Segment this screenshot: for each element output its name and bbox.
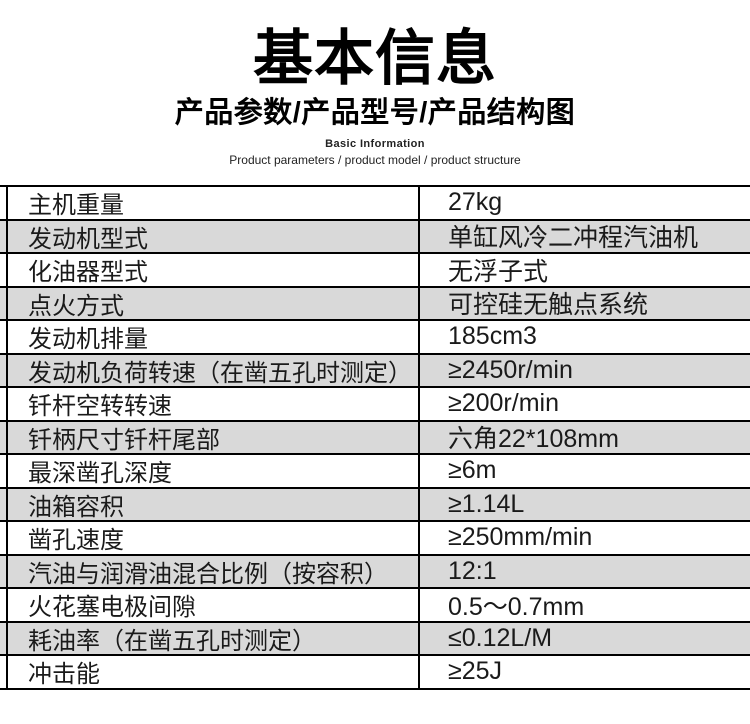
table-row: 钎柄尺寸钎杆尾部 六角22*108mm bbox=[0, 421, 750, 455]
spec-label: 火花塞电极间隙 bbox=[28, 594, 196, 622]
spec-label: 油箱容积 bbox=[28, 493, 124, 521]
spec-label: 发动机型式 bbox=[28, 225, 148, 253]
table-row: 最深凿孔深度 ≥6m bbox=[0, 455, 750, 489]
page-subtitle: 产品参数/产品型号/产品结构图 bbox=[174, 97, 576, 129]
spec-label: 钎柄尺寸钎杆尾部 bbox=[28, 426, 220, 454]
spec-value: 12:1 bbox=[418, 555, 750, 587]
table-row: 火花塞电极间隙 0.5～0.7mm bbox=[0, 589, 750, 623]
spec-label: 主机重量 bbox=[28, 192, 124, 220]
spec-value: 27kg bbox=[418, 187, 750, 219]
spec-table: 主机重量 27kg 发动机型式 单缸风冷二冲程汽油机化油器型式 无浮子式点火方式 可控硅无… bbox=[0, 185, 750, 690]
spec-value: 可控硅无触点系统 bbox=[418, 287, 750, 319]
spec-value: ≥2450r/min bbox=[418, 354, 750, 386]
header: 基本信息 产品参数/产品型号/产品结构图 Basic Information P… bbox=[0, 0, 750, 168]
table-row: 汽油与润滑油混合比例（按容积） 12:1 bbox=[0, 555, 750, 589]
spec-value: 0.5～0.7mm bbox=[418, 589, 750, 621]
table-row: 油箱容积 ≥1.14L bbox=[0, 488, 750, 522]
table-row: 钎杆空转转速 ≥200r/min bbox=[0, 388, 750, 422]
table-row: 耗油率（在凿五孔时测定） ≤0.12L/M bbox=[0, 622, 750, 656]
subtitle-english: Product parameters / product model / pro… bbox=[229, 153, 521, 167]
spec-value: ≤0.12L/M bbox=[418, 622, 750, 654]
spec-value: 无浮子式 bbox=[418, 254, 750, 286]
table-row: 冲击能 ≥25J bbox=[0, 656, 750, 690]
spec-value: ≥1.14L bbox=[418, 488, 750, 520]
spec-value: ≥250mm/min bbox=[418, 522, 750, 554]
spec-label: 耗油率（在凿五孔时测定） bbox=[28, 627, 316, 655]
table-row: 发动机负荷转速（在凿五孔时测定） ≥2450r/min bbox=[0, 354, 750, 388]
spec-value: 单缸风冷二冲程汽油机 bbox=[418, 220, 750, 252]
spec-table-rows: 主机重量 27kg 发动机型式 单缸风冷二冲程汽油机化油器型式 无浮子式点火方式 可控硅无… bbox=[0, 187, 750, 690]
spec-label: 凿孔速度 bbox=[28, 527, 124, 555]
table-row: 化油器型式 无浮子式 bbox=[0, 254, 750, 288]
spec-value: 185cm3 bbox=[418, 321, 750, 353]
spec-label: 钎杆空转转速 bbox=[28, 393, 172, 421]
spec-value: 六角22*108mm bbox=[418, 421, 750, 453]
spec-value: ≥200r/min bbox=[418, 388, 750, 420]
table-row: 发动机排量 185cm3 bbox=[0, 321, 750, 355]
spec-value: ≥6m bbox=[418, 455, 750, 487]
spec-value: ≥25J bbox=[418, 656, 750, 688]
spec-label: 汽油与润滑油混合比例（按容积） bbox=[28, 560, 388, 588]
spec-label: 化油器型式 bbox=[28, 259, 148, 287]
spec-label: 冲击能 bbox=[28, 661, 100, 689]
spec-label: 发动机负荷转速（在凿五孔时测定） bbox=[28, 359, 412, 387]
page-title: 基本信息 bbox=[253, 25, 497, 92]
table-row: 主机重量 27kg bbox=[0, 187, 750, 221]
spec-label: 最深凿孔深度 bbox=[28, 460, 172, 488]
table-row: 凿孔速度 ≥250mm/min bbox=[0, 522, 750, 556]
subtitle-english-bold: Basic Information bbox=[325, 138, 425, 150]
spec-label: 点火方式 bbox=[28, 292, 124, 320]
spec-label: 发动机排量 bbox=[28, 326, 148, 354]
table-row: 发动机型式 单缸风冷二冲程汽油机 bbox=[0, 220, 750, 254]
table-left-border bbox=[6, 187, 8, 690]
table-row: 点火方式 可控硅无触点系统 bbox=[0, 287, 750, 321]
